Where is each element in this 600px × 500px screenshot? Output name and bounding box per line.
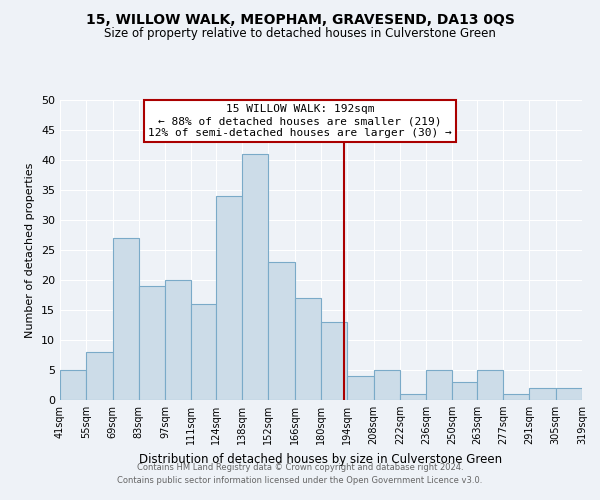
Bar [191,304,216,400]
Bar [477,370,503,400]
Bar [556,388,582,400]
Bar [60,370,86,400]
Bar [503,394,529,400]
Bar [268,262,295,400]
Bar [426,370,452,400]
Text: Contains HM Land Registry data © Crown copyright and database right 2024.: Contains HM Land Registry data © Crown c… [137,464,463,472]
Bar [242,154,268,400]
Bar [529,388,556,400]
Bar [374,370,400,400]
Text: 15 WILLOW WALK: 192sqm
← 88% of detached houses are smaller (219)
12% of semi-de: 15 WILLOW WALK: 192sqm ← 88% of detached… [148,104,452,138]
Bar [216,196,242,400]
Bar [400,394,426,400]
Bar [139,286,165,400]
Y-axis label: Number of detached properties: Number of detached properties [25,162,35,338]
Bar [321,322,347,400]
Bar [113,238,139,400]
Bar [165,280,191,400]
Text: Size of property relative to detached houses in Culverstone Green: Size of property relative to detached ho… [104,28,496,40]
Text: Contains public sector information licensed under the Open Government Licence v3: Contains public sector information licen… [118,476,482,485]
Bar [295,298,321,400]
X-axis label: Distribution of detached houses by size in Culverstone Green: Distribution of detached houses by size … [139,452,503,466]
Text: 15, WILLOW WALK, MEOPHAM, GRAVESEND, DA13 0QS: 15, WILLOW WALK, MEOPHAM, GRAVESEND, DA1… [86,12,514,26]
Bar [347,376,374,400]
Bar [452,382,477,400]
Bar [86,352,113,400]
